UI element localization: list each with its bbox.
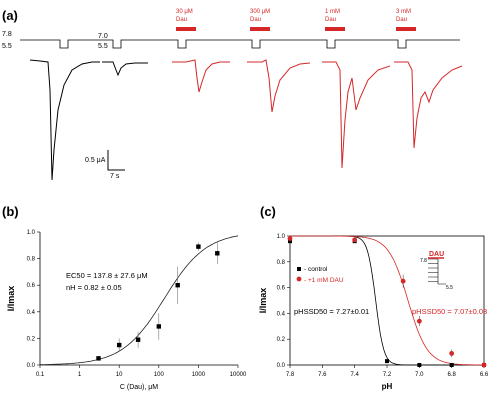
scale-bar-time: 7 s bbox=[110, 173, 120, 180]
x-tick-label-b: 10000 bbox=[230, 372, 247, 378]
data-point-b bbox=[156, 324, 161, 329]
x-tick-label-c: 6.8 bbox=[447, 372, 456, 378]
panel-label-a: (a) bbox=[2, 8, 18, 23]
data-point-b bbox=[135, 337, 141, 342]
y-tick-label-c: 1.0 bbox=[277, 234, 286, 240]
x-tick-label-b: 0.1 bbox=[36, 372, 45, 378]
x-tick-label-c: 7.6 bbox=[318, 372, 327, 378]
plot-c: 7.8 7.6 7.4 7.2 7.0 6.8 6.6 0.0 0.2 0.4 0.6 0.8 1.0 p… bbox=[258, 234, 489, 391]
data-point-b bbox=[117, 342, 122, 348]
svg-text:Dau: Dau bbox=[176, 17, 187, 23]
annotation-nh: nH = 0.82 ± 0.05 bbox=[66, 283, 122, 292]
inset-ph-high: 7.8 bbox=[420, 258, 427, 264]
drug-label-3: 1 mM Dau bbox=[325, 9, 345, 31]
data-point-b bbox=[196, 244, 201, 249]
inset-label: DAU bbox=[429, 251, 444, 258]
ph-label-mid: 7.0 bbox=[98, 33, 108, 40]
protocol-line bbox=[20, 39, 460, 49]
panel-label-b: (b) bbox=[2, 204, 19, 219]
x-tick-label-c: 7.2 bbox=[383, 372, 392, 378]
y-tick-label-c: 0.6 bbox=[277, 286, 286, 292]
data-point-b bbox=[215, 251, 220, 256]
trace-drug-1 bbox=[172, 59, 230, 93]
data-point-b bbox=[175, 283, 180, 288]
drug-bar-1 bbox=[176, 27, 196, 31]
data-point-dau bbox=[449, 350, 455, 356]
x-tick-label-c: 7.4 bbox=[350, 372, 359, 378]
x-tick-label-c: 7.0 bbox=[415, 372, 424, 378]
svg-text:30 μM: 30 μM bbox=[176, 9, 193, 15]
svg-text:1 mM: 1 mM bbox=[325, 9, 340, 15]
ph-label-low2: 5.5 bbox=[98, 43, 108, 50]
y-tick-label-b: 1.0 bbox=[27, 230, 36, 236]
x-tick-label-c: 7.8 bbox=[286, 372, 295, 378]
data-point-dau bbox=[400, 278, 406, 284]
fit-curve-control bbox=[290, 235, 484, 366]
scale-bar-current: 0.5 μA bbox=[85, 157, 106, 164]
y-tick-label-c: 0.4 bbox=[277, 311, 286, 317]
data-point-control bbox=[417, 363, 422, 367]
drug-bar-4 bbox=[396, 27, 416, 31]
y-tick-label-b: 0.6 bbox=[27, 283, 36, 289]
data-point-control bbox=[385, 359, 389, 364]
svg-text:3 mM: 3 mM bbox=[396, 9, 411, 15]
scale-bar bbox=[107, 150, 125, 171]
x-tick-label-c: 6.6 bbox=[480, 372, 489, 378]
x-tick-label-b: 1000 bbox=[192, 372, 206, 378]
inset-ph-low: 5.5 bbox=[446, 285, 453, 291]
drug-label-4: 3 mM Dau bbox=[396, 9, 416, 31]
y-tick-label-b: 0.0 bbox=[27, 363, 36, 369]
legend-label-dau: - +1 mM DAU bbox=[304, 277, 344, 284]
ph-label-high: 7.8 bbox=[2, 31, 12, 38]
annotation-ec50: EC50 = 137.8 ± 27.6 μM bbox=[66, 271, 148, 280]
legend-label-control: - control bbox=[304, 266, 328, 273]
svg-text:300 μM: 300 μM bbox=[250, 9, 270, 15]
y-tick-label-c: 0.0 bbox=[277, 363, 286, 369]
x-tick-label-b: 10 bbox=[116, 372, 123, 378]
x-axis-label-b: C (Dau), μM bbox=[120, 384, 158, 391]
data-point-control bbox=[449, 363, 454, 367]
y-tick-label-b: 0.8 bbox=[27, 257, 36, 263]
trace-drug-2 bbox=[247, 59, 311, 113]
x-tick-label-b: 100 bbox=[154, 372, 165, 378]
data-point-dau bbox=[416, 318, 422, 324]
svg-text:Dau: Dau bbox=[325, 17, 336, 23]
legend-marker-control bbox=[297, 267, 301, 271]
drug-bar-2 bbox=[250, 27, 270, 31]
y-tick-label-c: 0.2 bbox=[277, 337, 286, 343]
trace-drug-4 bbox=[394, 61, 463, 149]
svg-text:Dau: Dau bbox=[396, 17, 407, 23]
y-tick-label-b: 0.4 bbox=[27, 310, 36, 316]
plot-frame-c bbox=[289, 235, 485, 366]
drug-bar-3 bbox=[325, 27, 345, 31]
y-axis-label-b: I/Imax bbox=[6, 286, 16, 312]
inset-protocol bbox=[428, 258, 446, 285]
legend-marker-dau bbox=[296, 276, 302, 282]
trace-control-1 bbox=[29, 59, 100, 181]
annotation-dau: pHSSD50 = 7.07±0.03 bbox=[412, 307, 487, 316]
trace-control-2 bbox=[102, 61, 148, 77]
drug-label-2: 300 μM Dau bbox=[250, 9, 270, 31]
annotation-control: pHSSD50 = 7.27±0.01 bbox=[294, 307, 369, 316]
drug-label-1: 30 μM Dau bbox=[176, 9, 196, 31]
x-tick-label-b: 1 bbox=[78, 372, 82, 378]
y-tick-label-c: 0.8 bbox=[277, 260, 286, 266]
data-point-dau bbox=[352, 237, 358, 243]
svg-text:Dau: Dau bbox=[250, 17, 261, 23]
trace-drug-3 bbox=[322, 61, 391, 169]
panel-label-c: (c) bbox=[260, 204, 276, 219]
plot-b: 0.1 1 10 100 1000 10000 0.0 0.2 0.4 0.6 0.8 1.0 C (D… bbox=[6, 230, 247, 391]
data-point-b bbox=[96, 356, 101, 361]
ph-label-low: 5.5 bbox=[2, 43, 12, 50]
fit-curve-b bbox=[40, 235, 239, 365]
y-axis-label-c: I/Imax bbox=[258, 288, 268, 314]
y-tick-label-b: 0.2 bbox=[27, 336, 36, 342]
data-point-dau bbox=[481, 362, 487, 368]
data-point-dau bbox=[287, 236, 293, 241]
fit-curve-dau bbox=[290, 235, 484, 366]
x-axis-label-c: pH bbox=[382, 382, 393, 391]
